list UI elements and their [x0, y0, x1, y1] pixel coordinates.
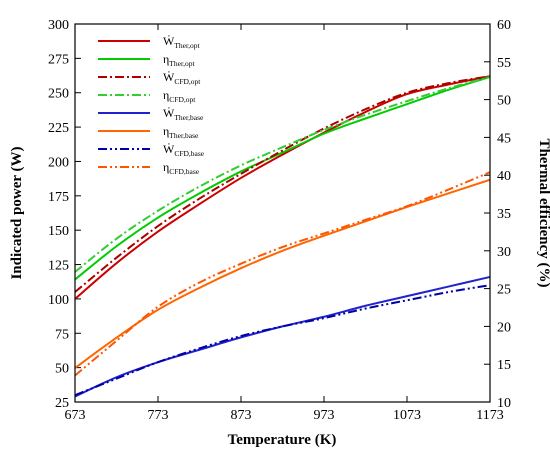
y-tick-label: 100	[48, 293, 69, 308]
x-tick-label: 773	[148, 408, 169, 423]
y-tick-label: 300	[48, 18, 69, 33]
series-line-cfd-opt-power	[74, 75, 491, 293]
y-tick-label: 25	[55, 396, 69, 411]
y-tick-label: 125	[48, 259, 69, 274]
y2-tick-label: 10	[497, 396, 511, 411]
legend-entry: ηCFD,base	[163, 160, 200, 176]
y-tick-label: 275	[48, 52, 69, 67]
series-line-cfd-base-eta	[74, 171, 491, 377]
series-line-ther-base-power	[74, 275, 491, 398]
x-tick-label: 973	[314, 408, 335, 423]
plot-frame	[74, 23, 491, 403]
y-tick-label: 175	[48, 190, 69, 205]
y-tick-label: 50	[55, 362, 69, 377]
series-layer	[74, 75, 491, 398]
series-line-cfd-base-power	[74, 284, 491, 397]
y2-tick-label: 60	[497, 18, 511, 33]
y2-tick-label: 55	[497, 56, 511, 71]
series-line-ther-opt-eta	[74, 75, 491, 281]
legend-entry: ηTher,opt	[163, 52, 196, 68]
legend-entry: ẆTher,opt	[163, 33, 201, 50]
series-line-ther-opt-power	[74, 75, 491, 300]
y-tick-label: 250	[48, 87, 69, 102]
legend-entry: ẆTher,base	[163, 105, 204, 122]
x-tick-label: 673	[65, 408, 86, 423]
y2-tick-label: 50	[497, 94, 511, 109]
y-tick-label: 150	[48, 224, 69, 239]
y-axis-label: Indicated power (W)	[9, 146, 25, 279]
series-line-ther-base-eta	[74, 178, 491, 369]
x-tick-label: 1173	[476, 408, 503, 423]
y2-tick-label: 35	[497, 207, 511, 222]
y2-tick-label: 40	[497, 169, 511, 184]
y2-tick-label: 15	[497, 358, 511, 373]
legend-entry: ẆCFD,opt	[163, 69, 201, 86]
legend-entry: ηTher,base	[163, 124, 199, 140]
y-tick-label: 200	[48, 155, 69, 170]
series-line-cfd-opt-eta	[74, 75, 491, 273]
y2-tick-label: 30	[497, 245, 511, 260]
x-tick-label: 873	[231, 408, 252, 423]
x-tick-label: 1073	[393, 408, 421, 423]
y2-tick-label: 25	[497, 283, 511, 298]
y2-tick-label: 45	[497, 131, 511, 146]
y2-axis-label: Thermal efficiency (%)	[536, 138, 550, 287]
ticks-layer: 673 773 873 973 1073 1173 25 50 75 100 125 150 175 20…	[48, 18, 511, 423]
legend-entry: ηCFD,opt	[163, 88, 196, 104]
legend-entry: ẆCFD,base	[163, 141, 205, 158]
y-tick-label: 225	[48, 121, 69, 136]
x-axis-label: Temperature (K)	[228, 432, 337, 448]
y-tick-label: 75	[55, 327, 69, 342]
y2-tick-label: 20	[497, 320, 511, 335]
